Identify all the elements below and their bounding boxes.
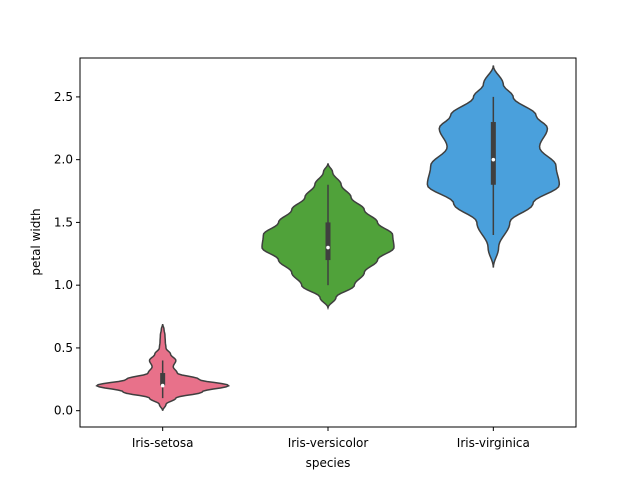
- y-tick-label: 2.5: [54, 90, 73, 104]
- violin-iris-versicolor: [261, 163, 395, 311]
- x-tick-label: Iris-setosa: [132, 436, 194, 450]
- y-axis-title: petal width: [29, 208, 43, 275]
- x-axis: Iris-setosa Iris-versicolor Iris-virginica: [132, 427, 530, 450]
- violin-iqr-box: [160, 373, 166, 386]
- x-axis-title: species: [306, 456, 351, 470]
- y-tick-label: 0.0: [54, 404, 73, 418]
- x-tick-label: Iris-virginica: [457, 436, 530, 450]
- y-tick-label: 1.5: [54, 215, 73, 229]
- violin-median-dot: [160, 383, 165, 388]
- y-tick-label: 1.0: [54, 278, 73, 292]
- violin-iris-setosa: [95, 323, 231, 411]
- violin-median-dot: [491, 157, 496, 162]
- y-tick-label: 2.0: [54, 153, 73, 167]
- violin-iqr-box: [490, 122, 496, 185]
- violins-layer: [95, 65, 561, 411]
- violin-iqr-box: [325, 222, 331, 261]
- violin-iris-virginica: [426, 65, 561, 268]
- y-axis: 0.0 0.5 1.0 1.5 2.0 2.5: [54, 90, 80, 418]
- y-tick-label: 0.5: [54, 341, 73, 355]
- x-tick-label: Iris-versicolor: [288, 436, 369, 450]
- violin-median-dot: [326, 245, 330, 250]
